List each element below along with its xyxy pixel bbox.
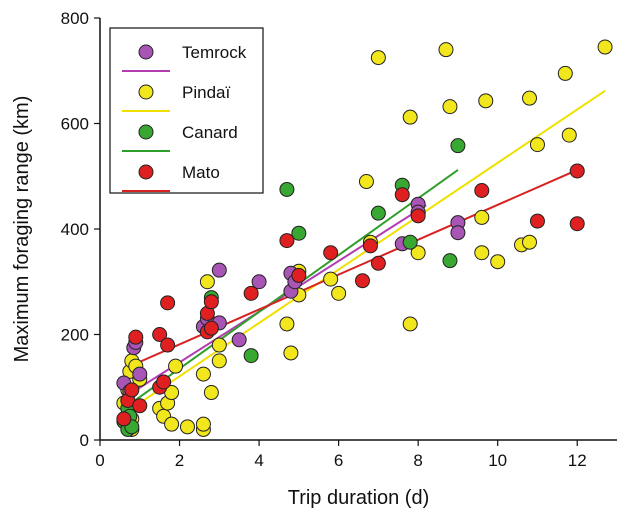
data-point-temrock: [450, 225, 466, 241]
y-tick-label: 800: [61, 9, 89, 28]
fit-line-mato: [123, 169, 578, 370]
data-point-pinda: [557, 65, 573, 81]
data-point-pinda: [211, 337, 227, 353]
data-point-pinda: [474, 209, 490, 225]
data-point-mato: [529, 213, 545, 229]
data-point-pinda: [164, 416, 180, 432]
data-point-mato: [279, 233, 295, 249]
data-point-mato: [370, 255, 386, 271]
data-point-pinda: [474, 245, 490, 261]
x-tick-label: 10: [488, 451, 507, 470]
data-point-pinda: [597, 39, 613, 55]
data-point-pinda: [323, 271, 339, 287]
data-point-pinda: [478, 93, 494, 109]
data-point-pinda: [195, 366, 211, 382]
data-point-pinda: [442, 99, 458, 115]
x-tick-label: 0: [95, 451, 104, 470]
data-point-pinda: [522, 234, 538, 250]
data-point-mato: [160, 295, 176, 311]
data-point-mato: [569, 216, 585, 232]
data-point-canard: [402, 234, 418, 250]
y-tick-label: 0: [80, 431, 89, 450]
x-axis-title: Trip duration (d): [288, 487, 430, 509]
data-point-temrock: [251, 274, 267, 290]
data-point-mato: [132, 398, 148, 414]
data-point-canard: [279, 181, 295, 197]
data-point-canard: [450, 138, 466, 154]
data-point-mato: [156, 374, 172, 390]
legend-label: Pindaï: [182, 83, 230, 102]
legend-label: Temrock: [182, 43, 247, 62]
data-point-mato: [128, 329, 144, 345]
data-point-pinda: [402, 316, 418, 332]
x-tick-label: 2: [175, 451, 184, 470]
data-point-mato: [354, 273, 370, 289]
data-point-canard: [243, 348, 259, 364]
legend-marker: [138, 44, 154, 60]
data-point-mato: [152, 327, 168, 342]
data-point-mato: [116, 411, 132, 427]
data-point-mato: [203, 294, 219, 310]
data-point-mato: [160, 337, 176, 353]
data-point-pinda: [168, 358, 184, 374]
y-tick-label: 400: [61, 220, 89, 239]
data-point-mato: [291, 267, 307, 283]
data-point-temrock: [231, 332, 247, 348]
data-point-pinda: [561, 127, 577, 143]
data-point-mato: [362, 238, 378, 254]
data-point-pinda: [195, 416, 211, 432]
data-point-pinda: [529, 137, 545, 153]
data-point-pinda: [522, 90, 538, 106]
data-point-pinda: [331, 285, 347, 301]
data-point-mato: [124, 382, 140, 398]
x-tick-label: 4: [254, 451, 263, 470]
data-point-pinda: [279, 316, 295, 332]
data-point-temrock: [132, 366, 148, 382]
data-point-mato: [410, 208, 426, 224]
data-point-pinda: [402, 109, 418, 125]
data-point-canard: [291, 225, 307, 241]
data-point-pinda: [179, 419, 195, 435]
data-point-pinda: [490, 254, 506, 270]
legend-marker: [138, 164, 154, 180]
data-point-canard: [442, 253, 458, 269]
data-point-canard: [370, 205, 386, 221]
data-point-pinda: [438, 42, 454, 58]
data-point-mato: [203, 320, 219, 336]
x-tick-label: 6: [334, 451, 343, 470]
data-point-temrock: [211, 262, 227, 278]
legend-marker: [138, 124, 154, 140]
data-point-pinda: [358, 174, 374, 190]
data-point-pinda: [199, 274, 215, 290]
data-point-pinda: [203, 385, 219, 401]
y-tick-label: 200: [61, 326, 89, 345]
data-points: [116, 39, 613, 437]
data-point-mato: [569, 163, 585, 179]
legend-label: Canard: [182, 123, 238, 142]
data-point-mato: [323, 245, 339, 261]
y-axis: 0 200 400 600 800: [61, 9, 100, 450]
data-point-pinda: [410, 245, 426, 261]
y-axis-title: Maximum foraging range (km): [11, 96, 33, 363]
legend-label: Mato: [182, 163, 220, 182]
legend-marker: [138, 84, 154, 100]
data-point-pinda: [370, 50, 386, 66]
data-point-mato: [474, 182, 490, 198]
x-tick-label: 8: [413, 451, 422, 470]
x-tick-label: 12: [568, 451, 587, 470]
y-tick-label: 600: [61, 115, 89, 134]
data-point-pinda: [283, 345, 299, 361]
data-point-pinda: [211, 353, 227, 369]
x-axis: 0 2 4 6 8 10 12: [95, 440, 587, 470]
data-point-mato: [394, 187, 410, 203]
data-point-mato: [243, 285, 259, 301]
legend: Temrock Pindaï Canard Mato: [109, 27, 264, 194]
